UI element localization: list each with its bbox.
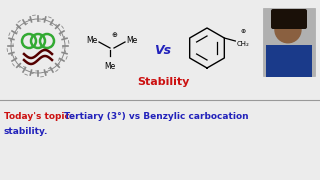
Text: Stability: Stability xyxy=(137,77,189,87)
Text: ⊕: ⊕ xyxy=(111,32,117,38)
Text: CH₂: CH₂ xyxy=(237,41,250,47)
FancyBboxPatch shape xyxy=(263,8,315,76)
Text: Me: Me xyxy=(126,35,138,44)
Text: Me: Me xyxy=(86,35,98,44)
FancyBboxPatch shape xyxy=(271,9,307,29)
Text: Today's topic:: Today's topic: xyxy=(4,112,76,121)
FancyBboxPatch shape xyxy=(266,45,312,77)
Text: Tertiary (3°) vs Benzylic carbocation: Tertiary (3°) vs Benzylic carbocation xyxy=(64,112,249,121)
Text: Me: Me xyxy=(104,62,116,71)
Text: ⊕: ⊕ xyxy=(241,28,246,33)
Text: stability.: stability. xyxy=(4,127,48,136)
Text: Vs: Vs xyxy=(155,44,172,57)
Circle shape xyxy=(275,17,301,43)
